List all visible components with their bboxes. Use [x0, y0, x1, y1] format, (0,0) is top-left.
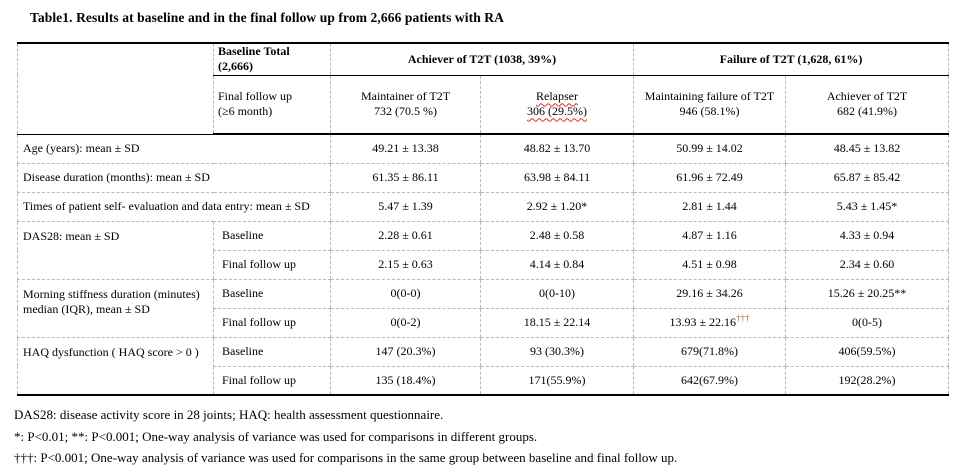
sub-label-baseline: Baseline [213, 279, 331, 309]
header-maintainer-count: 732 (70.5 %) [374, 104, 437, 119]
data-cell: 18.15 ± 22.14 [479, 308, 634, 338]
table-row-haq-final: Final follow up 135 (18.4%) 171(55.9%) 6… [18, 366, 949, 395]
footnote-daggers: †††: P<0.001; One-way analysis of varian… [14, 450, 678, 465]
morning-stiffness-label-line2: median (IQR), mean ± SD [23, 301, 150, 316]
data-cell: 0(0-10) [479, 279, 634, 309]
data-cell: 29.16 ± 34.26 [633, 279, 786, 309]
table-row-morning-stiffness-baseline: Morning stiffness duration (minutes) med… [17, 279, 949, 338]
header-row-groups: Baseline Total (2,666) Achiever of T2T (… [17, 43, 949, 135]
header-relapser-count: 306 (29.5%) [527, 104, 587, 119]
header-empty-cell [17, 43, 214, 135]
header-relapser-label: Relapser [536, 89, 578, 104]
footnote-asterisks: *: P<0.01; **: P<0.001; One-way analysis… [14, 428, 538, 444]
data-cell: 679(71.8%) [633, 337, 786, 367]
footnote-abbreviations: DAS28: disease activity score in 28 join… [14, 407, 444, 422]
table-row-morning-stiffness-final: Final follow up 0(0-2) 18.15 ± 22.14 13.… [18, 308, 949, 338]
header-achiever-count: 682 (41.9%) [837, 104, 898, 119]
data-cell: 2.34 ± 0.60 [785, 250, 949, 280]
row-label-disease-duration: Disease duration (months): mean ± SD [17, 163, 331, 193]
morning-stiffness-label-line1: Morning stiffness duration (minutes) [23, 286, 200, 301]
data-cell: 2.81 ± 1.44 [633, 192, 786, 222]
table-row-haq-baseline: HAQ dysfunction ( HAQ score > 0 ) Baseli… [17, 337, 949, 396]
data-cell: 93 (30.3%) [479, 337, 634, 367]
data-cell: 4.51 ± 0.98 [633, 250, 786, 280]
header-maintainer-label: Maintainer of T2T [360, 89, 451, 104]
row-label-evaluation-times: Times of patient self- evaluation and da… [17, 192, 331, 222]
data-cell: 4.33 ± 0.94 [785, 221, 949, 251]
row-label-haq: HAQ dysfunction ( HAQ score > 0 ) [17, 337, 214, 396]
data-cell: 63.98 ± 84.11 [479, 163, 634, 193]
data-cell: 642(67.9%) [633, 366, 786, 395]
header-achiever-group: Achiever of T2T (1038, 39%) [329, 43, 634, 76]
data-cell: 4.14 ± 0.84 [479, 250, 634, 280]
header-final-follow-up-line2: (≥6 month) [218, 104, 273, 119]
table-title: Table1. Results at baseline and in the f… [30, 10, 505, 25]
data-cell: 192(28.2%) [785, 366, 949, 395]
table-row-evaluation-times: Times of patient self- evaluation and da… [17, 192, 949, 222]
table-row-age: Age (years): mean ± SD 49.21 ± 13.38 48.… [17, 134, 949, 164]
header-relapser: Relapser 306 (29.5%) [479, 75, 634, 135]
row-label-morning-stiffness: Morning stiffness duration (minutes) med… [17, 279, 214, 338]
footnotes: DAS28: disease activity score in 28 join… [14, 404, 677, 469]
header-achiever-label: Achiever of T2T [826, 89, 908, 104]
data-cell: 406(59.5%) [785, 337, 949, 367]
dagger-superscript: ††† [736, 313, 750, 323]
row-label-age: Age (years): mean ± SD [17, 134, 331, 164]
data-cell: 48.45 ± 13.82 [785, 134, 949, 164]
data-cell: 49.21 ± 13.38 [330, 134, 481, 164]
sub-label-final-follow-up: Final follow up [213, 308, 331, 338]
header-failure-group: Failure of T2T (1,628, 61%) [633, 43, 949, 76]
data-cell: 48.82 ± 13.70 [479, 134, 634, 164]
sub-label-final-follow-up: Final follow up [213, 366, 331, 395]
data-value: 13.93 ± 22.16 [669, 315, 737, 329]
data-cell: 0(0-0) [330, 279, 481, 309]
data-cell: 5.43 ± 1.45* [785, 192, 949, 222]
data-cell: 0(0-2) [330, 308, 481, 338]
data-cell: 171(55.9%) [479, 366, 634, 395]
data-cell: 135 (18.4%) [330, 366, 481, 395]
header-maintainer-of-t2t: Maintainer of T2T 732 (70.5 %) [330, 75, 481, 135]
header-final-follow-up: Final follow up (≥6 month) [213, 75, 331, 135]
row-label-das28: DAS28: mean ± SD [17, 221, 214, 280]
header-maintaining-failure: Maintaining failure of T2T 946 (58.1%) [633, 75, 786, 135]
results-table: Baseline Total (2,666) Achiever of T2T (… [17, 42, 950, 396]
header-baseline-total: Baseline Total (2,666) [213, 43, 331, 76]
sub-label-final-follow-up: Final follow up [213, 250, 331, 280]
sub-label-baseline: Baseline [213, 221, 331, 251]
header-maintaining-failure-label: Maintaining failure of T2T [644, 89, 775, 104]
data-cell: 5.47 ± 1.39 [330, 192, 481, 222]
data-cell: 61.96 ± 72.49 [633, 163, 786, 193]
data-cell: 15.26 ± 20.25** [785, 279, 949, 309]
data-cell: 0(0-5) [785, 308, 949, 338]
table-row-das28-baseline: DAS28: mean ± SD Baseline 2.28 ± 0.61 2.… [17, 221, 949, 280]
table-row-das28-final: Final follow up 2.15 ± 0.63 4.14 ± 0.84 … [18, 250, 949, 280]
sub-label-baseline: Baseline [213, 337, 331, 367]
data-cell: 4.87 ± 1.16 [633, 221, 786, 251]
data-cell: 2.92 ± 1.20* [479, 192, 634, 222]
data-cell: 147 (20.3%) [330, 337, 481, 367]
header-achiever-of-t2t: Achiever of T2T 682 (41.9%) [785, 75, 949, 135]
table-row-disease-duration: Disease duration (months): mean ± SD 61.… [17, 163, 949, 193]
data-cell: 2.28 ± 0.61 [330, 221, 481, 251]
data-cell: 13.93 ± 22.16††† [633, 308, 786, 338]
data-cell: 61.35 ± 86.11 [330, 163, 481, 193]
data-cell: 65.87 ± 85.42 [785, 163, 949, 193]
data-cell: 2.15 ± 0.63 [330, 250, 481, 280]
data-cell: 2.48 ± 0.58 [479, 221, 634, 251]
data-cell: 50.99 ± 14.02 [633, 134, 786, 164]
header-maintaining-failure-count: 946 (58.1%) [679, 104, 740, 119]
header-row-subcolumns: Final follow up (≥6 month) Maintainer of… [18, 75, 949, 135]
header-final-follow-up-line1: Final follow up [218, 89, 292, 104]
